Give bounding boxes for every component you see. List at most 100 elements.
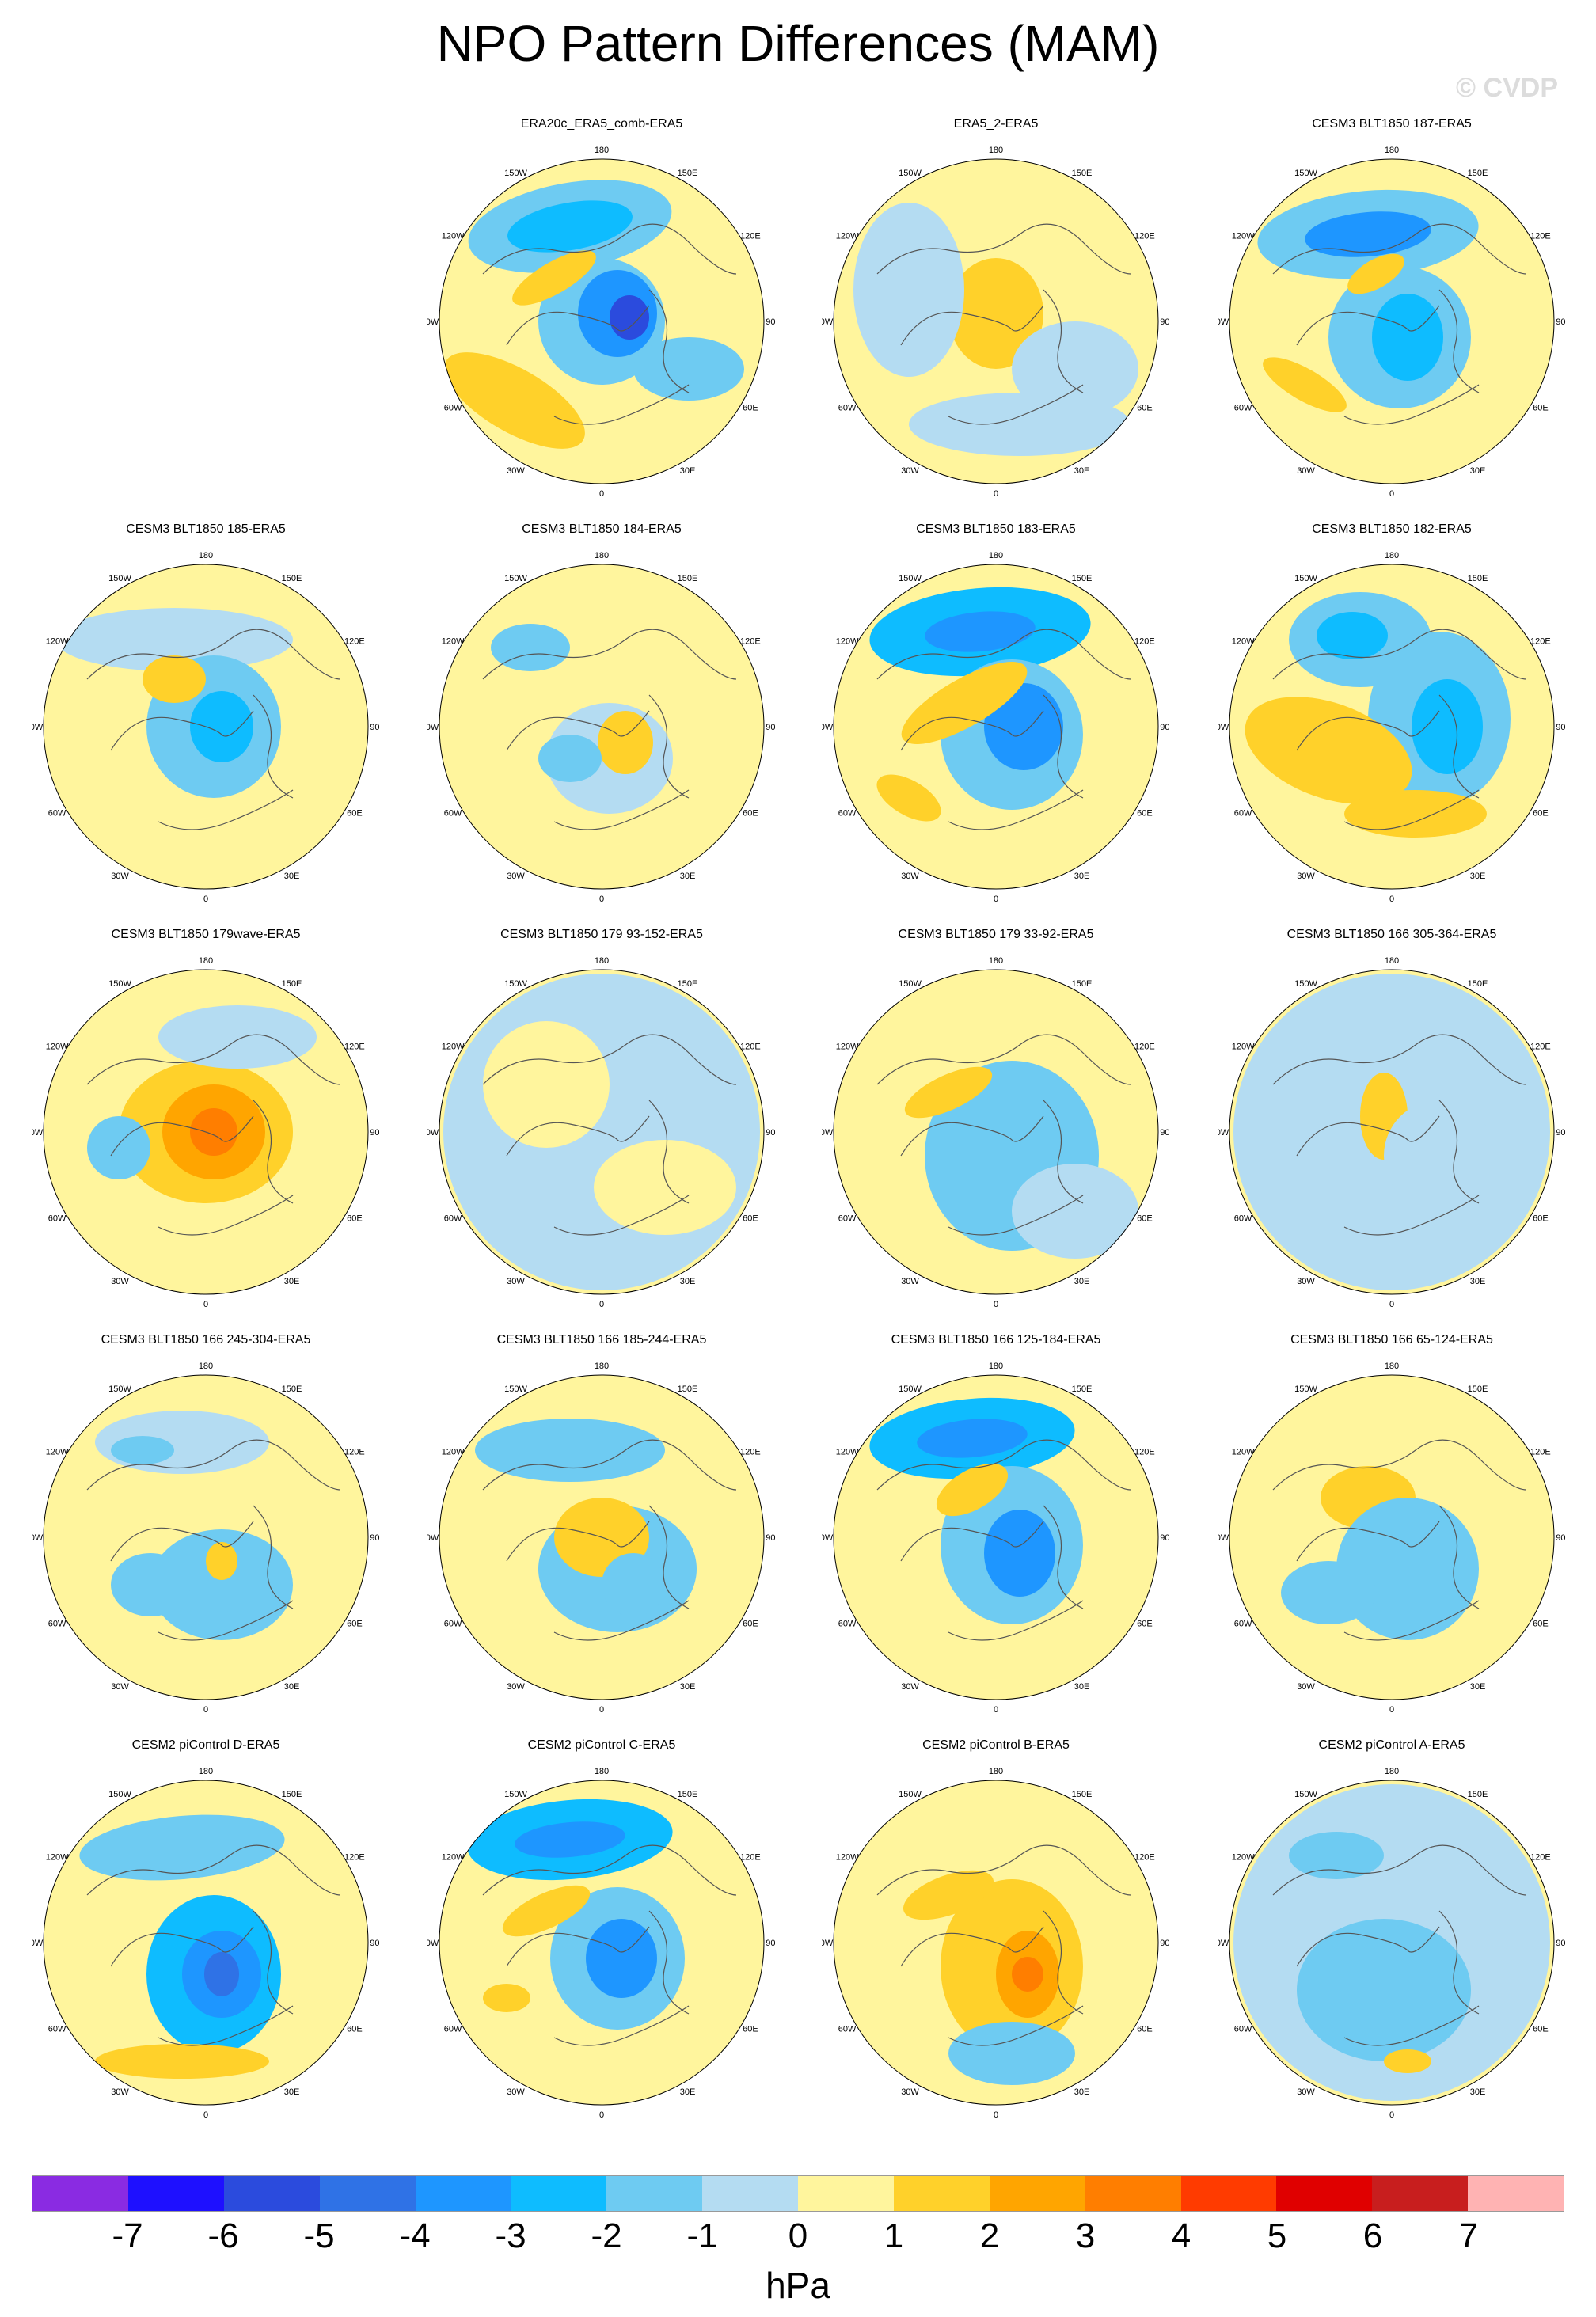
longitude-label: 180 bbox=[199, 551, 213, 560]
anomaly-contour bbox=[1305, 211, 1431, 257]
longitude-label: 60E bbox=[743, 2025, 758, 2034]
longitude-label: 30W bbox=[507, 2087, 525, 2097]
polar-map: 180 150E 120E 90E 60E 30E 0 30W 60W 90W 120W 150W bbox=[1218, 551, 1566, 904]
polar-map: 180 150E 120E 90E 60E 30E 0 30W 60W 90W 120W 150W bbox=[32, 551, 380, 904]
anomaly-contour bbox=[55, 608, 293, 671]
longitude-label: 180 bbox=[1385, 551, 1399, 560]
longitude-label: 90W bbox=[428, 1939, 439, 1948]
colorbar-box bbox=[1085, 2176, 1181, 2211]
longitude-label: 120W bbox=[46, 1043, 69, 1052]
longitude-label: 60W bbox=[1234, 1620, 1252, 1629]
coastline bbox=[876, 1844, 1131, 2046]
longitude-label: 90E bbox=[766, 723, 776, 732]
longitude-label: 180 bbox=[989, 146, 1003, 155]
longitude-label: 90W bbox=[32, 1128, 44, 1138]
longitude-label: 60W bbox=[444, 1620, 462, 1629]
map-boundary bbox=[43, 564, 369, 890]
longitude-label: 90W bbox=[428, 1533, 439, 1543]
longitude-label: 120E bbox=[1134, 1853, 1155, 1863]
longitude-label: 150W bbox=[899, 1790, 922, 1799]
colorbar-box bbox=[1372, 2176, 1469, 2211]
longitude-label: 180 bbox=[199, 1767, 213, 1776]
longitude-label: 90W bbox=[32, 1533, 44, 1543]
longitude-label: 150W bbox=[1294, 1385, 1317, 1394]
longitude-label: 150E bbox=[678, 1790, 698, 1799]
longitude-label: 60W bbox=[48, 1214, 66, 1224]
map-boundary bbox=[439, 1374, 765, 1700]
anomaly-contour bbox=[901, 662, 1028, 744]
colorbar-tick-label: 0 bbox=[788, 2216, 808, 2255]
longitude-label: 150W bbox=[504, 169, 527, 178]
anomaly-contour bbox=[936, 1463, 1009, 1517]
longitude-label: 180 bbox=[989, 1767, 1003, 1776]
longitude-label: 180 bbox=[595, 1362, 609, 1371]
map-boundary bbox=[1229, 158, 1555, 484]
anomaly-contour bbox=[507, 200, 633, 253]
longitude-label: 60E bbox=[743, 404, 758, 413]
colorbar-tick-label: 4 bbox=[1171, 2216, 1191, 2255]
colorbar-box bbox=[798, 2176, 894, 2211]
longitude-label: 30W bbox=[1297, 1277, 1315, 1286]
colorbar-tick-label: 7 bbox=[1458, 2216, 1479, 2255]
anomaly-contour bbox=[602, 1553, 665, 1616]
longitude-label: 60E bbox=[347, 1620, 363, 1629]
colorbar-tick-label: 1 bbox=[884, 2216, 904, 2255]
coastline bbox=[1272, 1844, 1527, 2046]
anomaly-contour bbox=[948, 258, 1043, 369]
longitude-label: 180 bbox=[1385, 1362, 1399, 1371]
longitude-label: 120E bbox=[740, 1043, 761, 1052]
longitude-label: 120E bbox=[1134, 1043, 1155, 1052]
longitude-label: 60W bbox=[48, 809, 66, 819]
longitude-label: 30E bbox=[680, 1682, 696, 1692]
anomaly-contour bbox=[1347, 253, 1404, 294]
longitude-label: 60W bbox=[444, 1214, 462, 1224]
longitude-label: 150W bbox=[899, 979, 922, 989]
longitude-label: 30E bbox=[1074, 1682, 1090, 1692]
map-boundary bbox=[439, 158, 765, 484]
longitude-label: 90E bbox=[1556, 1939, 1566, 1948]
longitude-label: 120E bbox=[344, 1853, 365, 1863]
longitude-label: 0 bbox=[1389, 1705, 1394, 1715]
longitude-label: 30E bbox=[1074, 872, 1090, 881]
longitude-label: 120E bbox=[344, 637, 365, 647]
longitude-label: 60W bbox=[444, 404, 462, 413]
coastline bbox=[1272, 1439, 1527, 1641]
anomaly-contour bbox=[948, 2022, 1075, 2085]
coastline bbox=[482, 629, 737, 830]
coastline bbox=[482, 1034, 737, 1236]
anomaly-contour bbox=[1012, 321, 1138, 416]
longitude-label: 0 bbox=[1389, 489, 1394, 499]
longitude-label: 30W bbox=[901, 466, 919, 476]
longitude-label: 0 bbox=[203, 895, 208, 904]
longitude-label: 30E bbox=[680, 2087, 696, 2097]
map-panel: CESM2 piControl B-ERA5 180 150E 120E 90E 60E 3… bbox=[806, 1738, 1186, 2142]
longitude-label: 120W bbox=[46, 637, 69, 647]
polar-map: 180 150E 120E 90E 60E 30E 0 30W 60W 90W 120W 150W bbox=[32, 956, 380, 1309]
colorbar-tick-label: -4 bbox=[399, 2216, 431, 2255]
panel-title: CESM2 piControl D-ERA5 bbox=[131, 1738, 280, 1752]
coastline bbox=[1272, 629, 1527, 830]
anomaly-contour bbox=[1281, 1561, 1376, 1624]
longitude-label: 150E bbox=[1468, 979, 1488, 989]
coastline bbox=[86, 1439, 341, 1641]
longitude-label: 150E bbox=[1072, 169, 1092, 178]
panel-title: ERA20c_ERA5_comb-ERA5 bbox=[520, 117, 683, 131]
anomaly-contour bbox=[853, 203, 964, 377]
longitude-label: 30E bbox=[284, 1682, 300, 1692]
map-boundary bbox=[833, 969, 1159, 1295]
coastline bbox=[86, 629, 341, 830]
longitude-label: 150E bbox=[282, 979, 302, 989]
colorbar-tick-label: -6 bbox=[207, 2216, 239, 2255]
longitude-label: 30W bbox=[507, 1682, 525, 1692]
longitude-label: 60E bbox=[1533, 1620, 1548, 1629]
longitude-label: 90W bbox=[822, 723, 834, 732]
longitude-label: 180 bbox=[1385, 1767, 1399, 1776]
longitude-label: 120W bbox=[1232, 1043, 1255, 1052]
polar-map: 180 150E 120E 90E 60E 30E 0 30W 60W 90W 120W 150W bbox=[428, 146, 776, 499]
colorbar-box bbox=[32, 2176, 128, 2211]
coastline bbox=[86, 1844, 341, 2046]
polar-map: 180 150E 120E 90E 60E 30E 0 30W 60W 90W 120W 150W bbox=[1218, 1362, 1566, 1715]
longitude-label: 60E bbox=[1137, 809, 1153, 819]
colorbar-tick-label: 3 bbox=[1075, 2216, 1096, 2255]
polar-map: 180 150E 120E 90E 60E 30E 0 30W 60W 90W 120W 150W bbox=[428, 551, 776, 904]
